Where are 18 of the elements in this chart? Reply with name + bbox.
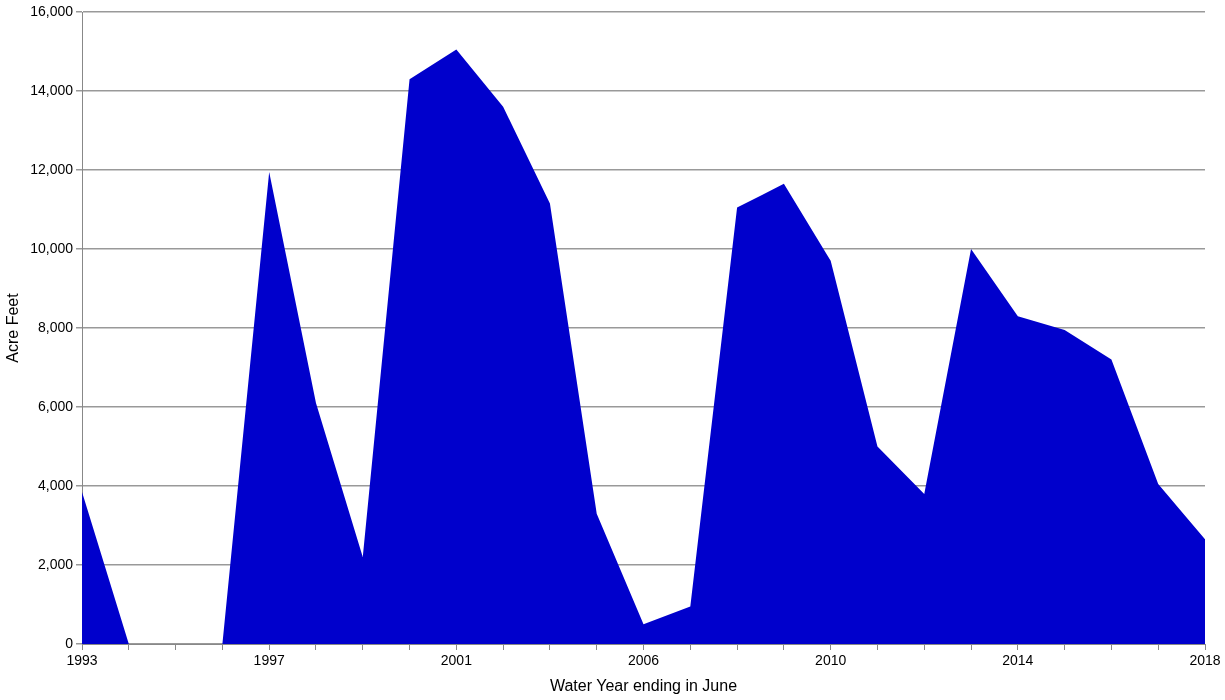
- y-axis-title: Acre Feet: [4, 292, 22, 363]
- y-tick-label: 4,000: [37, 476, 74, 493]
- x-tick-label: 2001: [440, 652, 473, 669]
- y-tick-label: 10,000: [30, 239, 74, 256]
- x-tick-label: 2010: [815, 652, 847, 669]
- y-tick-label: 6,000: [37, 397, 74, 414]
- x-tick-label: 1997: [253, 652, 285, 669]
- y-tick-label: 14,000: [30, 81, 74, 98]
- x-axis-title: Water Year ending in June: [549, 676, 738, 694]
- x-tick-label: 2006: [627, 652, 660, 669]
- y-tick-label: 0: [65, 634, 74, 651]
- y-tick-label: 16,000: [30, 2, 74, 19]
- y-tick-label: 8,000: [37, 318, 74, 335]
- x-tick-label: 2014: [1002, 652, 1034, 669]
- x-tick-label: 2018: [1189, 652, 1221, 669]
- y-tick-label: 12,000: [30, 160, 74, 177]
- y-tick-label: 2,000: [37, 555, 74, 572]
- x-tick-label: 1993: [66, 652, 98, 669]
